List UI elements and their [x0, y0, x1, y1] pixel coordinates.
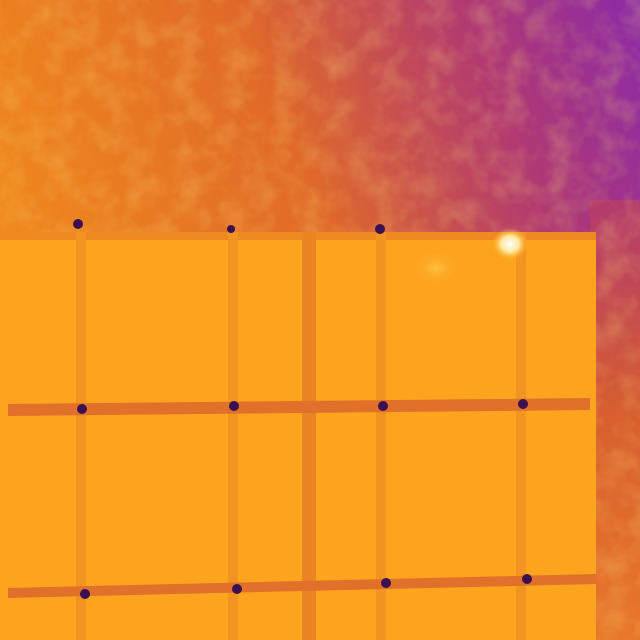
vertical-dividers	[76, 232, 526, 640]
panel-surface	[0, 232, 596, 640]
warm-spot	[414, 250, 458, 286]
panel-edge	[0, 232, 596, 240]
horizontal-rail	[8, 398, 590, 416]
hot-spot	[492, 228, 528, 260]
mount-bolts	[73, 219, 532, 599]
solar-panel	[0, 228, 596, 640]
horizontal-rail	[8, 574, 596, 598]
